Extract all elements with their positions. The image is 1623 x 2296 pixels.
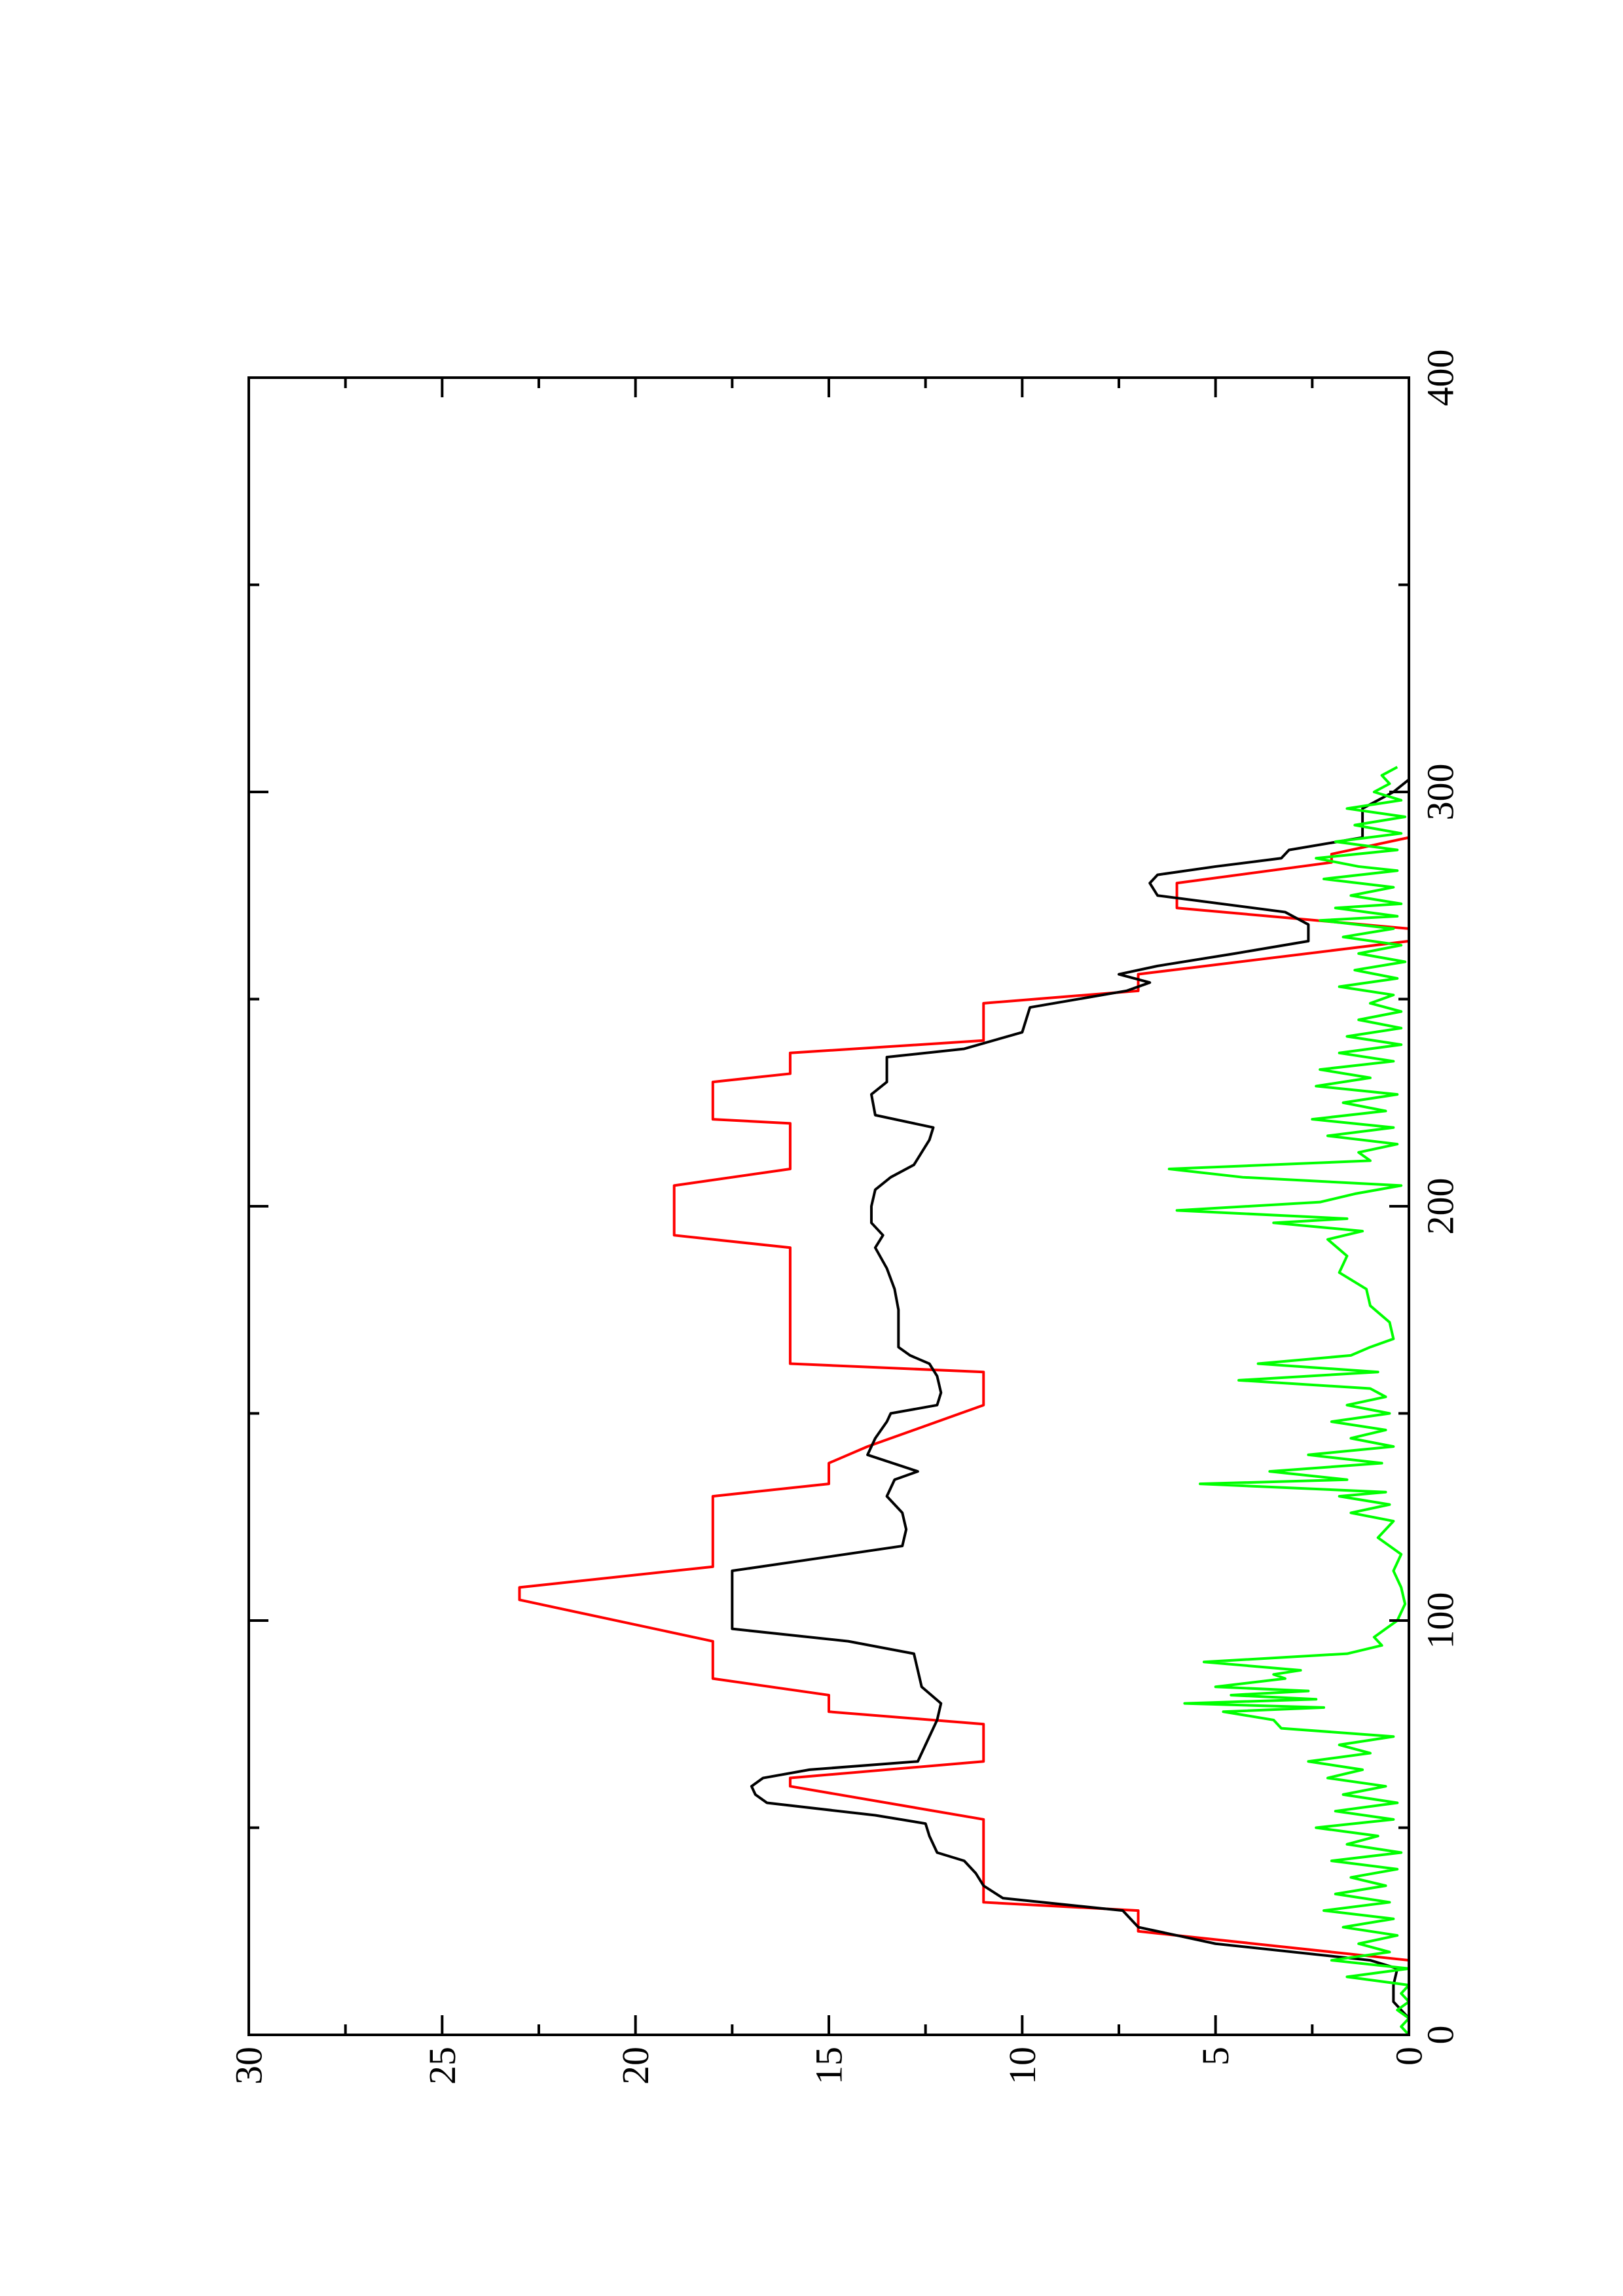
y-tick-label-0: 0 [1388,2047,1431,2066]
series-line-2 [1167,766,1410,2036]
series-layer [518,766,1410,2036]
y-tick-label-3: 15 [808,2047,850,2085]
ticks-layer [247,376,1410,2036]
tick-labels-layer: 0 100 200 300 400 0 5 10 15 20 25 30 [228,350,1462,2085]
x-tick-label-2: 200 [1419,1178,1462,1235]
y-tick-label-1: 5 [1194,2047,1237,2066]
x-tick-label-4: 400 [1419,350,1462,406]
y-tick-label-6: 30 [228,2047,270,2085]
y-tick-label-2: 10 [1001,2047,1044,2085]
y-tick-label-5: 25 [421,2047,464,2085]
x-tick-label-3: 300 [1419,764,1462,821]
x-tick-label-0: 0 [1419,2026,1462,2045]
series-line-1 [731,778,1410,2035]
series-line-0 [518,792,1410,2035]
y-tick-label-4: 20 [614,2047,657,2085]
x-tick-label-1: 100 [1419,1592,1462,1649]
